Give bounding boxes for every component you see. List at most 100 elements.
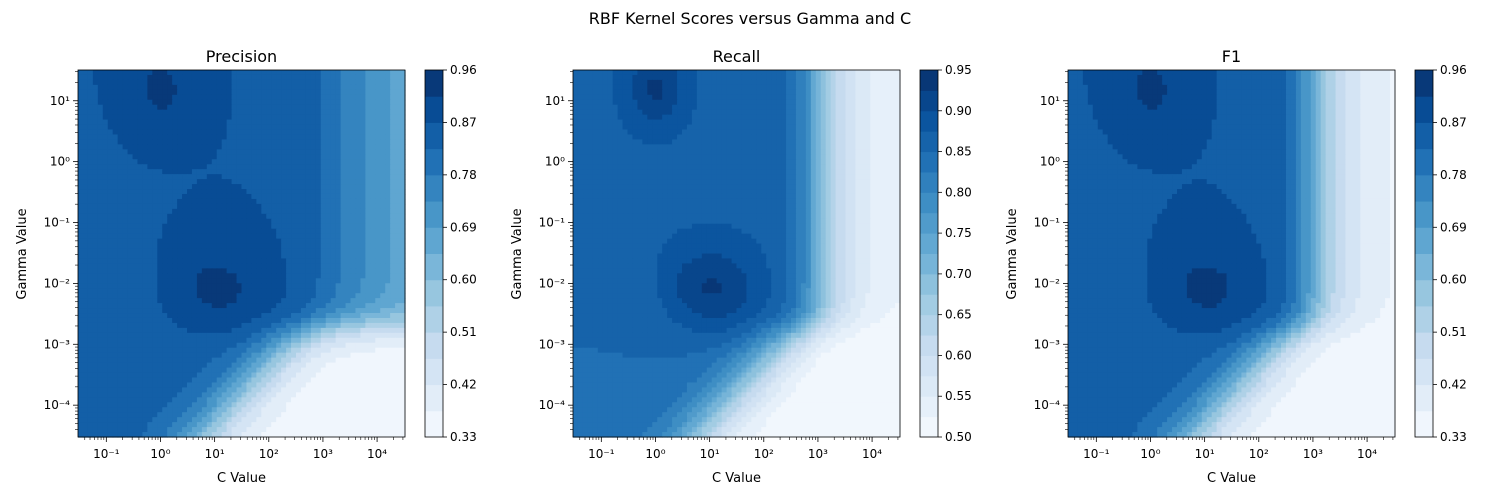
contour-cell (360, 303, 366, 309)
contour-cell (266, 352, 272, 359)
contour-cell (132, 427, 139, 433)
contour-cell (82, 243, 89, 250)
contour-cell (251, 397, 257, 403)
contour-cell (325, 89, 332, 96)
contour-cell (132, 104, 139, 111)
contour-cell (286, 402, 292, 408)
contour-cell (206, 387, 213, 393)
contour-cell (201, 189, 208, 195)
contour-cell (320, 253, 327, 260)
contour-cell (355, 432, 361, 438)
contour-cell (127, 193, 134, 200)
contour-cell (236, 432, 243, 438)
contour-cell (122, 283, 129, 289)
contour-cell (122, 119, 129, 126)
contour-cell (261, 228, 267, 235)
contour-cell (206, 402, 213, 408)
contour-cell (191, 258, 198, 265)
contour-cell (380, 417, 386, 423)
contour-cell (325, 213, 332, 220)
contour-cell (191, 248, 198, 255)
contour-cell (305, 144, 312, 150)
contour-cell (320, 139, 327, 145)
contour-cell (122, 124, 129, 131)
contour-cell (375, 283, 381, 289)
contour-cell (127, 253, 134, 260)
contour-cell (172, 109, 178, 116)
contour-cell (300, 253, 307, 260)
contour-cell (177, 228, 183, 235)
contour-cell (271, 114, 277, 121)
contour-cell (385, 387, 391, 393)
contour-cell (187, 99, 193, 106)
contour-cell (191, 352, 198, 359)
contour-cell (216, 179, 223, 185)
contour-cell (370, 372, 376, 379)
contour-cell (281, 432, 287, 438)
contour-cell (127, 184, 134, 190)
contour-cell (286, 372, 292, 379)
contour-cell (266, 402, 272, 408)
contour-cell (191, 213, 198, 220)
contour-cell (370, 248, 376, 255)
contour-cell (335, 169, 342, 175)
contour-cell (345, 70, 352, 76)
contour-cell (201, 273, 208, 279)
contour-cell (256, 233, 262, 240)
contour-cell (345, 278, 352, 284)
contour-cell (236, 293, 243, 299)
contour-cell (310, 367, 317, 374)
contour-cell (296, 169, 302, 175)
contour-cell (172, 327, 178, 334)
contour-cell (127, 327, 134, 334)
contour-cell (256, 184, 262, 190)
contour-cell (211, 347, 218, 354)
contour-cell (92, 337, 99, 344)
contour-cell (380, 139, 386, 145)
contour-cell (385, 303, 391, 309)
contour-cell (122, 184, 129, 190)
contour-cell (147, 402, 153, 408)
contour-cell (320, 124, 327, 131)
contour-cell (320, 174, 327, 180)
contour-cell (236, 273, 243, 279)
contour-cell (300, 293, 307, 299)
contour-cell (107, 179, 114, 185)
contour-cell (97, 288, 104, 294)
contour-cell (370, 179, 376, 185)
contour-cell (261, 129, 267, 136)
contour-cell (187, 402, 193, 408)
contour-cell (300, 238, 307, 245)
contour-cell (335, 189, 342, 195)
contour-cell (107, 258, 114, 265)
contour-cell (305, 228, 312, 235)
contour-cell (380, 352, 386, 359)
contour-cell (122, 104, 129, 111)
contour-cell (172, 94, 178, 101)
contour-cell (221, 412, 228, 418)
contour-cell (256, 412, 262, 418)
contour-cell (117, 114, 124, 121)
contour-cell (82, 308, 89, 314)
contour-cell (246, 154, 252, 160)
contour-cell (187, 70, 193, 76)
contour-cell (182, 357, 188, 364)
contour-cell (196, 238, 203, 245)
contour-cell (216, 362, 223, 369)
contour-cell (281, 322, 287, 329)
contour-cell (152, 79, 158, 86)
contour-cell (246, 218, 252, 225)
contour-cell (187, 327, 193, 334)
contour-cell (325, 392, 332, 398)
contour-cell (241, 313, 248, 319)
contour-cell (261, 397, 267, 403)
contour-cell (300, 144, 307, 150)
contour-cell (216, 303, 223, 309)
contour-cell (182, 327, 188, 334)
contour-cell (365, 347, 371, 354)
contour-cell (167, 407, 173, 413)
contour-cell (261, 189, 267, 195)
contour-cell (97, 169, 104, 175)
contour-cell (226, 417, 233, 423)
contour-cell (350, 382, 357, 389)
